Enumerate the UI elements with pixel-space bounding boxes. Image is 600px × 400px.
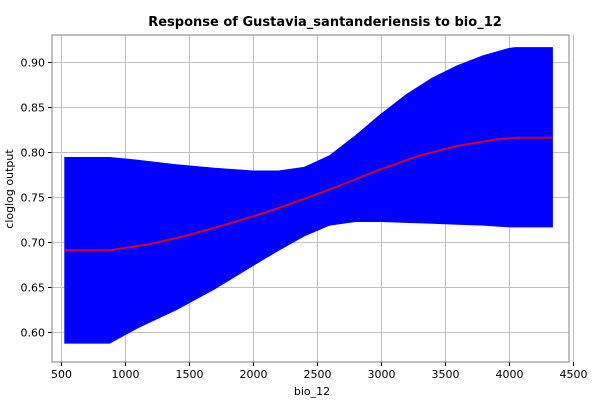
y-tick-label: 0.85 bbox=[21, 102, 46, 115]
y-axis-label: cloglog output bbox=[3, 149, 16, 229]
x-tick-label: 3000 bbox=[368, 368, 396, 381]
x-tick-label: 2500 bbox=[304, 368, 332, 381]
x-tick-label: 1000 bbox=[112, 368, 140, 381]
chart-title: Response of Gustavia_santanderiensis to … bbox=[148, 15, 502, 30]
y-tick-label: 0.80 bbox=[21, 147, 46, 160]
plot-frame bbox=[51, 34, 570, 363]
x-axis-label: bio_12 bbox=[294, 385, 330, 398]
mean-response-line bbox=[64, 136, 553, 252]
x-tick-label: 500 bbox=[51, 368, 72, 381]
mean-curve-layer bbox=[64, 136, 553, 252]
y-tick-label: 0.70 bbox=[21, 237, 46, 250]
x-tick-label: 3500 bbox=[432, 368, 460, 381]
y-tick-label: 0.75 bbox=[21, 192, 46, 205]
confidence-band-layer bbox=[64, 47, 553, 344]
x-tick-label: 4500 bbox=[560, 368, 588, 381]
y-tick-label: 0.65 bbox=[21, 282, 46, 295]
y-tick-label: 0.60 bbox=[21, 327, 46, 340]
x-tick-label: 4000 bbox=[496, 368, 524, 381]
axis-ticks: 500 1000 1500 2000 2500 3000 3500 4000 4500 0.60 0… bbox=[21, 57, 588, 382]
confidence-band bbox=[64, 47, 553, 344]
x-tick-label: 2000 bbox=[240, 368, 268, 381]
x-tick-label: 1500 bbox=[176, 368, 204, 381]
y-tick-label: 0.90 bbox=[21, 57, 46, 70]
